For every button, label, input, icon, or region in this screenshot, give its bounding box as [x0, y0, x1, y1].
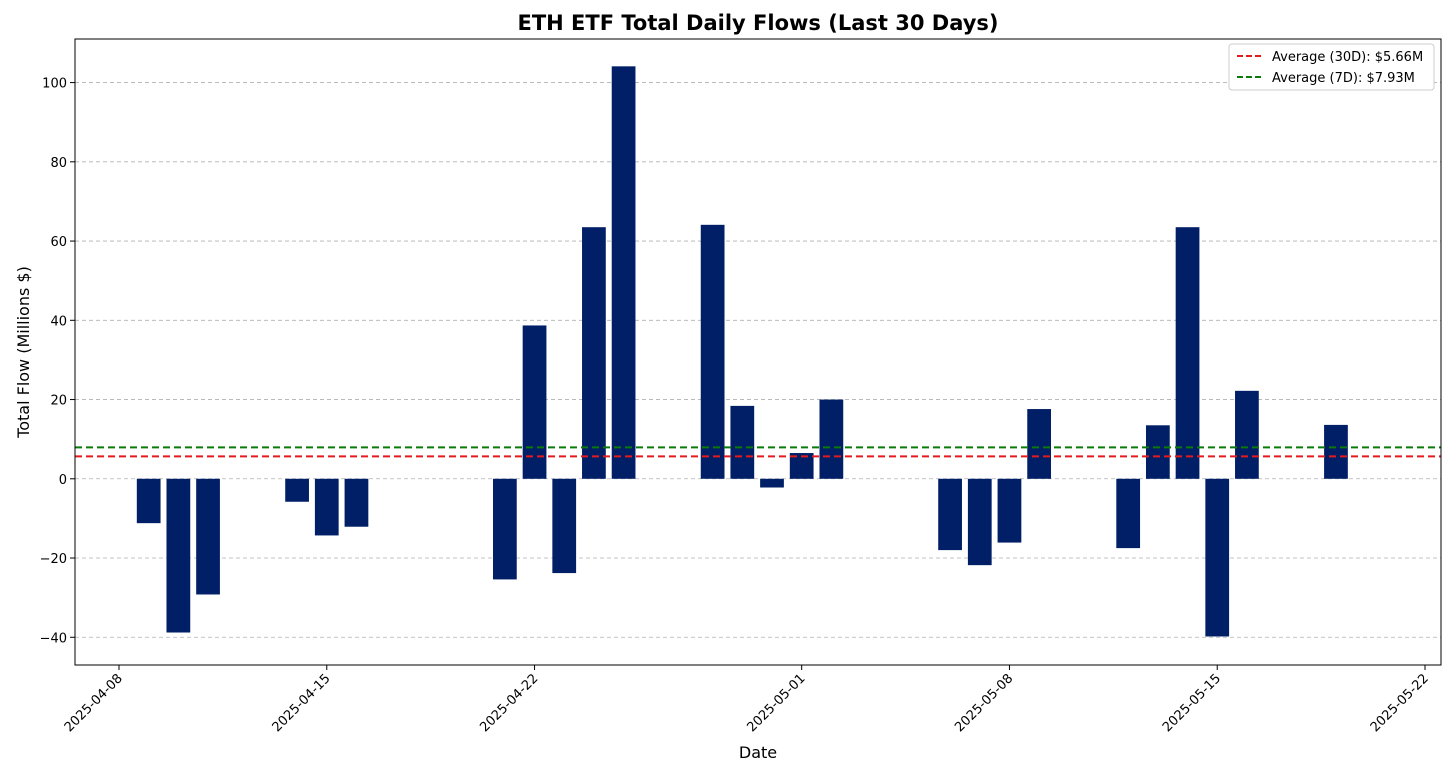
bar [136, 478, 161, 524]
bar [492, 478, 517, 580]
bar [819, 399, 844, 479]
bar [730, 405, 755, 479]
y-tick-label: 100 [42, 77, 67, 92]
y-tick-label: 0 [59, 473, 67, 488]
bar [700, 224, 725, 479]
bar [1145, 425, 1170, 479]
y-tick-label: −40 [40, 631, 67, 646]
legend: Average (30D): $5.66M Average (7D): $7.9… [1228, 43, 1435, 91]
bar [611, 66, 636, 479]
bar [1324, 424, 1348, 479]
y-tick-label: 80 [50, 156, 67, 171]
y-axis-label: Total Flow (Millions $) [14, 266, 33, 439]
y-tick-label: 20 [50, 394, 67, 409]
y-tick-label: 60 [50, 235, 67, 250]
legend-label-avg30: Average (30D): $5.66M [1272, 50, 1423, 65]
bar [582, 227, 606, 479]
bar [166, 478, 191, 633]
bar [938, 478, 962, 551]
bar [285, 478, 309, 502]
legend-label-avg7: Average (7D): $7.93M [1272, 71, 1415, 86]
bar [314, 478, 339, 536]
chart-title: ETH ETF Total Daily Flows (Last 30 Days) [517, 11, 998, 35]
bar [789, 453, 814, 479]
reference-lines [75, 446, 1441, 458]
y-tick-label: −20 [40, 552, 67, 567]
bar [522, 325, 547, 479]
x-axis-label: Date [739, 743, 777, 762]
bar [760, 478, 784, 488]
bar [552, 478, 577, 574]
y-axis-ticks: −40 −20 0 20 40 60 80 100 [40, 77, 75, 646]
grid-lines [75, 82, 1441, 638]
y-tick-label: 40 [50, 314, 67, 329]
bars [136, 66, 1348, 637]
plot-frame [74, 38, 1442, 666]
bar [196, 478, 220, 595]
bar [1205, 478, 1230, 637]
bar [1027, 409, 1052, 479]
bar [967, 478, 992, 566]
bar [344, 478, 369, 527]
bar [1235, 390, 1259, 479]
bar [1175, 227, 1200, 479]
bar [1116, 478, 1141, 549]
legend-box [1228, 43, 1435, 91]
bar [997, 478, 1022, 543]
